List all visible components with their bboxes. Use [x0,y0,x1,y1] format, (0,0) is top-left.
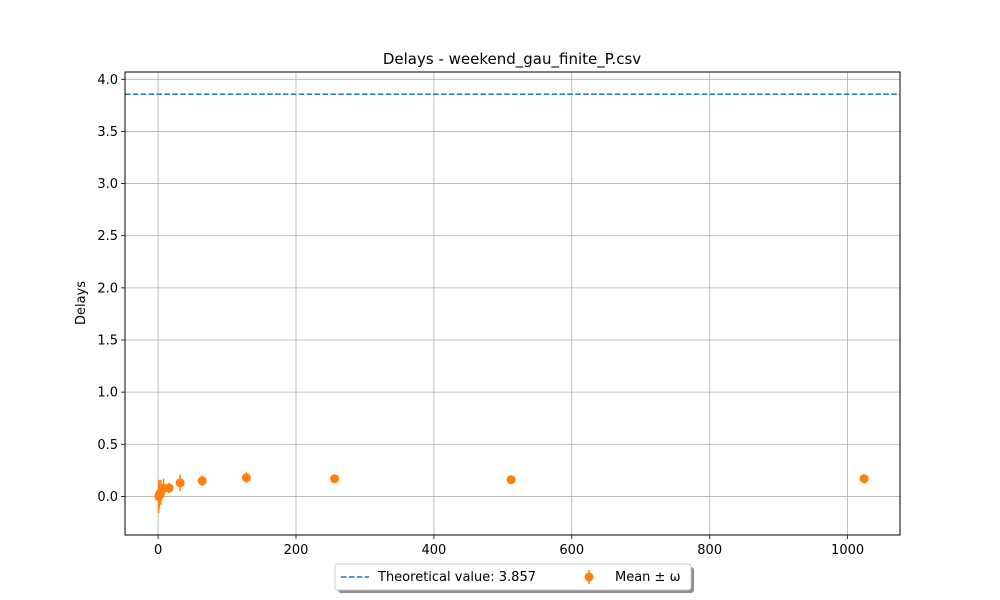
y-tick-label: 2.0 [97,281,118,296]
data-point [175,478,185,488]
data-point [241,473,251,483]
chart-title: Delays - weekend_gau_finite_P.csv [383,50,641,69]
legend: Theoretical value: 3.857 Mean ± ω [334,563,694,593]
y-tick-label: 0.0 [97,490,118,505]
grid [125,72,900,535]
y-tick-label: 1.5 [97,333,118,348]
y-tick-label: 2.5 [97,229,118,244]
legend-theoretical-label: Theoretical value: 3.857 [377,570,536,585]
legend-marker-icon [584,572,594,582]
y-tick-label: 3.5 [97,125,118,140]
y-axis: 0.0 0.5 1.0 1.5 2.0 2.5 3.0 3.5 4.0 [97,73,125,505]
data-series [154,472,869,514]
y-axis-title: Delays [74,281,89,325]
x-tick-label: 600 [559,543,584,558]
data-point [506,475,516,485]
data-point [164,483,174,493]
data-point [859,474,869,484]
y-tick-label: 0.5 [97,438,118,453]
x-axis: 0 200 400 600 800 1000 [154,535,864,558]
plot-background [125,72,900,535]
y-tick-label: 3.0 [97,177,118,192]
data-point [330,474,340,484]
data-point [197,476,207,486]
y-tick-label: 1.0 [97,386,118,401]
plot-frame [124,71,901,536]
y-tick-label: 4.0 [97,73,118,88]
x-tick-label: 0 [154,543,162,558]
x-tick-label: 200 [284,543,309,558]
x-tick-label: 1000 [831,543,864,558]
legend-series-label: Mean ± ω [615,570,680,585]
x-tick-label: 800 [697,543,722,558]
x-tick-label: 400 [421,543,446,558]
legend-box [334,563,692,591]
